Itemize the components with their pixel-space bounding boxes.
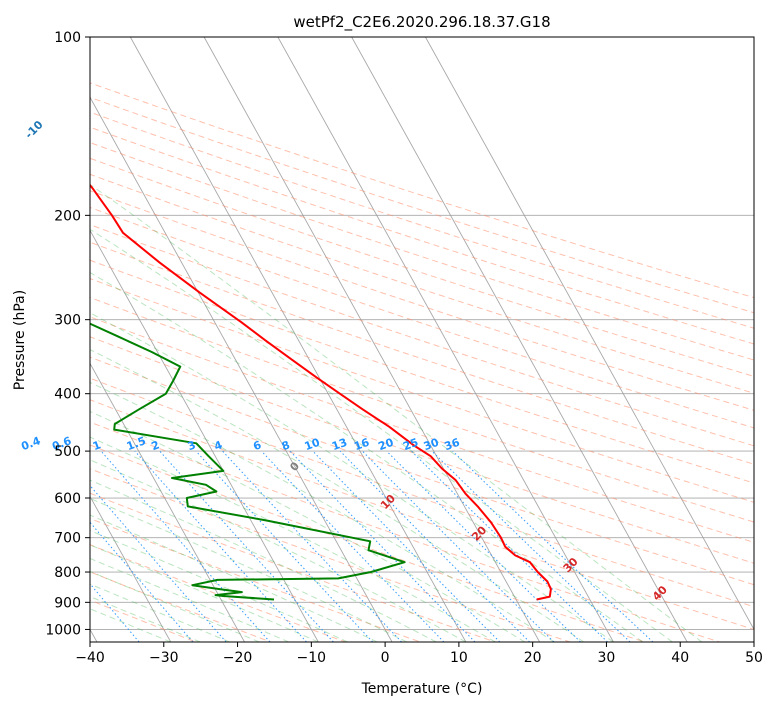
dry-adiabat-line <box>90 126 754 345</box>
dry-adiabat-line <box>90 224 754 447</box>
isotherm-line <box>90 96 393 642</box>
axes: −40 −30 −20 −10 0 10 20 30 40 5010020030040050060… <box>45 30 763 666</box>
moist-adiabat-line <box>90 410 526 642</box>
isotherm-line <box>129 37 467 642</box>
moist-adiabat-line <box>90 529 349 642</box>
x-tick-label: −20 <box>223 650 253 666</box>
moist-adiabat-line <box>90 271 644 642</box>
mixing-ratio-label: 30 <box>422 436 441 454</box>
mixing-ratio-line <box>431 450 631 642</box>
mixing-ratio-line <box>386 450 581 642</box>
x-tick-label: 20 <box>524 650 542 666</box>
isotherm-line <box>90 362 245 642</box>
x-tick-label: −30 <box>149 650 179 666</box>
dry-adiabat-line <box>90 259 754 484</box>
dry-adiabat-line <box>90 421 720 642</box>
moist-adiabat-line <box>90 459 467 642</box>
isotherm-line <box>203 37 541 642</box>
plot-area <box>90 37 754 642</box>
mixing-ratio-label: 16 <box>352 436 371 454</box>
dry-adiabat-line <box>90 444 645 642</box>
chart-title: wetPf2_C2E6.2020.296.18.37.G18 <box>293 13 550 32</box>
mixing-ratio-line <box>411 450 608 642</box>
y-tick-label: 700 <box>54 531 81 547</box>
y-tick-label: 900 <box>54 595 81 611</box>
dry-adiabat-line <box>90 336 754 564</box>
dry-adiabat-line <box>90 190 754 411</box>
mixing-ratio-line <box>339 450 531 642</box>
dry-adiabat-line <box>90 111 754 329</box>
dry-adiabat-line <box>90 492 496 642</box>
mixing-ratio-line <box>195 450 374 642</box>
temperature-profile-line <box>90 183 552 601</box>
mixing-ratio-label: 6 <box>251 438 263 453</box>
mixing-ratio-label: 4 <box>213 438 225 453</box>
mixing-ratio-label: 20 <box>377 436 396 454</box>
dry-adiabat-line <box>90 82 754 299</box>
dry-adiabat-line <box>90 517 421 642</box>
mixing-ratio-line <box>312 450 501 642</box>
y-tick-label: 600 <box>54 491 81 507</box>
moist-adiabat-line <box>90 514 378 642</box>
mixing-ratio-label: 8 <box>280 438 292 453</box>
mixing-ratio-line <box>159 450 334 642</box>
x-tick-label: −40 <box>75 650 105 666</box>
mixing-ratio-line <box>222 450 402 642</box>
dry-adiabat-line <box>90 399 754 630</box>
mixing-ratio-label: 3 <box>186 438 198 453</box>
profile-lines <box>90 183 552 601</box>
isotherm-line <box>425 37 754 631</box>
dry-adiabat-line <box>90 241 754 465</box>
dry-adiabat-line <box>90 96 754 314</box>
dry-adiabat-line <box>90 316 754 543</box>
mixing-ratio-label: 25 <box>401 436 420 453</box>
dry-adiabat-line <box>90 278 754 503</box>
mixing-ratio-label: 10 <box>303 436 322 454</box>
plot-frame <box>89 36 755 643</box>
y-tick-label: 1000 <box>45 622 81 638</box>
x-tick-label: 50 <box>745 650 763 666</box>
isotherm-line <box>90 495 172 642</box>
y-tick-label: 500 <box>54 444 81 460</box>
dry-adiabat-line <box>90 468 571 642</box>
moist-adiabat-line <box>90 312 614 642</box>
moist-adiabat-line <box>90 479 437 642</box>
y-tick-label: 100 <box>54 30 81 46</box>
x-tick-label: 0 <box>381 650 390 666</box>
moist-adiabat-line <box>90 436 496 642</box>
y-tick-label: 200 <box>54 208 81 224</box>
mixing-ratio-line <box>100 450 271 642</box>
dry-adiabat-line <box>90 571 271 642</box>
moist-adiabat-line <box>90 544 319 642</box>
mixing-ratio-label: 13 <box>330 436 349 453</box>
x-axis-label: Temperature (°C) <box>361 681 483 697</box>
isotherm-line <box>351 37 688 642</box>
dry-adiabat-line <box>90 206 754 429</box>
x-tick-label: 40 <box>671 650 689 666</box>
y-tick-label: 400 <box>54 387 81 403</box>
mixing-ratio-label: 0.4 <box>19 434 42 453</box>
mixing-ratio-label: 1.5 <box>125 434 148 453</box>
line-labels: 0.10.20.40.611.52346810131620253036-100-… <box>19 118 670 603</box>
moist-adiabat-line <box>90 381 555 642</box>
y-tick-label: 300 <box>54 313 81 329</box>
y-axis-label: Pressure (hPa) <box>12 290 28 390</box>
dewpoint-profile-line <box>90 322 406 601</box>
background-lines <box>90 37 754 642</box>
mixing-ratio-label: 36 <box>443 436 462 454</box>
moist-adiabat-line <box>90 596 201 642</box>
mixing-ratio-label: 2 <box>150 438 162 453</box>
x-tick-label: 10 <box>450 650 468 666</box>
mixing-ratio-label: 1 <box>91 438 103 453</box>
mixing-ratio-label: 0.6 <box>50 434 73 453</box>
y-tick-label: 800 <box>54 565 81 581</box>
x-tick-label: −10 <box>297 650 327 666</box>
mixing-ratio-line <box>261 450 445 642</box>
x-tick-label: 30 <box>598 650 616 666</box>
isotherm-line <box>277 37 614 642</box>
